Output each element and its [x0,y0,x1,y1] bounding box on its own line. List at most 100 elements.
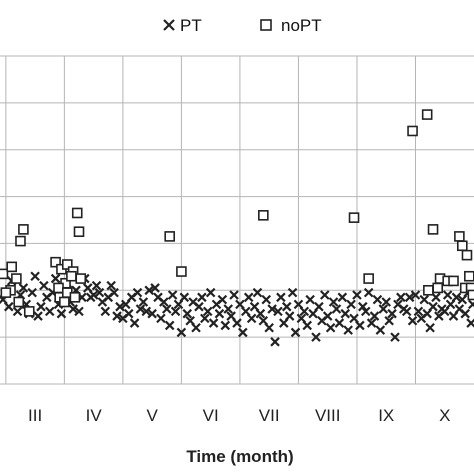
pt-point [343,325,353,335]
pt-point [167,290,178,300]
pt-point [94,287,105,298]
pt-point [284,311,295,321]
legend-pt-label: PT [180,16,202,35]
legend-nopt-label: noPT [281,16,322,35]
nopt-point [59,296,70,308]
pt-point [366,318,377,328]
pt-point [425,322,435,333]
nopt-point [13,296,25,308]
nopt-point [421,109,433,120]
pt-point [468,299,474,310]
nopt-point [6,261,18,273]
pt-point [56,308,67,319]
pt-point [200,313,210,324]
pt-point [100,306,111,317]
pt-point [355,320,365,331]
pt-point [384,315,394,326]
pt-point [290,327,301,338]
pt-point [419,294,430,305]
nopt-point [363,273,374,284]
legend-nopt-marker [260,19,272,31]
pt-point [396,292,406,303]
pt-point [135,304,146,314]
pt-point [305,294,315,305]
nopt-point [11,273,22,284]
pt-point [232,318,242,328]
x-tick-labels: III IV V VI VII VIII IX X [28,406,450,425]
pt-point [197,292,207,303]
pt-point [170,306,181,317]
nopt-point [454,231,465,242]
x-tick-label: X [439,406,450,425]
pt-point [112,311,122,321]
x-axis-title: Time (month) [186,447,293,466]
nopt-point [258,210,269,221]
nopt-point [61,259,73,270]
pt-point [74,306,84,317]
nopt-point [23,306,35,317]
pt-point [331,304,342,314]
x-tick-label: VIII [315,406,341,425]
nopt-point [407,125,418,137]
pt-point [39,280,49,291]
nopt-point [50,256,61,268]
nopt-point [15,235,26,247]
x-tick-label: VII [259,406,280,425]
pt-point [27,287,37,298]
series-nopt [0,109,474,317]
pt-point [460,308,470,319]
pt-point [407,315,418,326]
pt-point [106,280,116,291]
pt-point [91,280,102,291]
nopt-point [456,240,468,252]
chart-marks [0,109,474,347]
pt-point [36,301,46,312]
nopt-point [176,266,187,277]
pt-point [138,297,149,307]
pt-point [123,308,134,319]
nopt-point [69,292,81,303]
pt-point [220,320,231,331]
pt-point [302,320,312,331]
nopt-point [432,282,444,294]
pt-point [208,318,219,328]
legend: PT noPT [163,16,322,35]
pt-point [30,271,40,282]
x-tick-label: VI [203,406,219,425]
x-tick-label: III [28,406,42,425]
pt-point [273,306,283,317]
pt-point [109,287,119,298]
pt-point [320,290,330,300]
nopt-point [164,231,176,242]
pt-point [44,306,55,317]
pt-point [50,273,61,284]
pt-point [3,301,14,312]
nopt-point [448,275,459,287]
nopt-point [0,287,12,298]
pt-point [179,292,190,303]
pt-point [451,292,462,303]
pt-point [214,308,225,319]
nopt-point [71,207,83,219]
x-tick-label: V [146,406,158,425]
nopt-point [18,224,29,235]
pt-point [164,320,175,331]
pt-point [217,294,228,305]
pt-point [381,297,391,307]
chart-grid [0,55,474,385]
nopt-point [423,284,434,296]
pt-point [358,301,368,312]
pt-point [360,306,371,317]
pt-point [466,318,474,328]
pt-point [141,306,152,317]
pt-point [12,306,23,317]
pt-point [442,290,453,300]
pt-point [144,285,154,296]
pt-point [410,290,421,300]
pt-point [390,332,400,342]
nopt-point [461,249,473,261]
pt-point [281,301,292,312]
pt-point [246,313,257,324]
nopt-point [53,282,64,294]
